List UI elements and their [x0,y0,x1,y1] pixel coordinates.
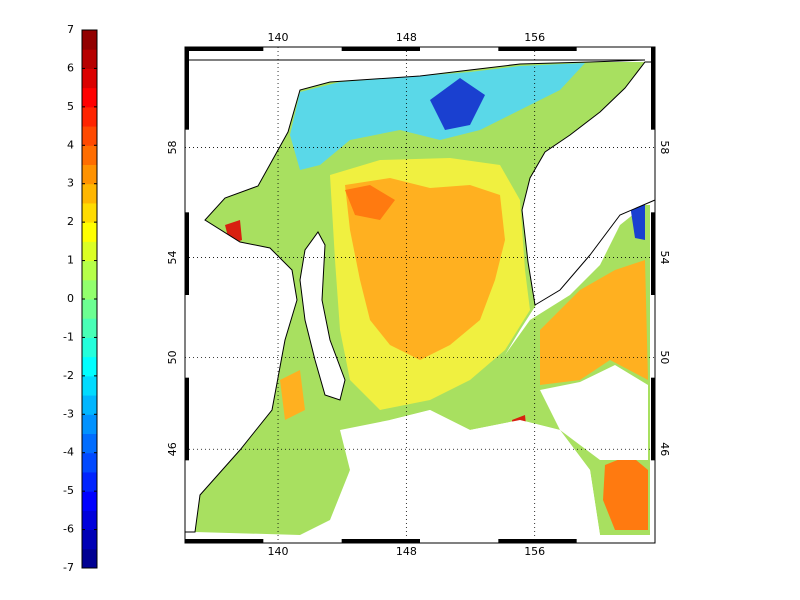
colorbar-tick-label: 1 [67,254,74,267]
cold-region [290,63,585,170]
colorbar-band [82,548,97,569]
x-tick-label-top: 156 [524,31,545,44]
colorbar-tick-label: 0 [67,292,74,305]
colorbar-band [82,452,97,473]
colorbar-tick-label: -4 [63,446,74,459]
colorbar-band [82,395,97,415]
frame-bar [498,539,577,543]
colorbar-tick-label: -7 [63,561,74,574]
colorbar-band [82,30,97,50]
frame-bar [651,377,655,461]
frame-bar [498,47,577,51]
x-tick-label-bottom: 140 [268,545,289,558]
west-coast-warm [280,370,305,420]
colorbar-band [82,202,97,223]
y-tick-label-left: 58 [166,140,179,154]
colorbar-band [82,356,97,377]
colorbar-band [82,222,97,242]
colorbar-tick-label: 5 [67,100,74,113]
colorbar-band [82,433,97,454]
colorbar-band [82,106,97,127]
frame-bar [651,212,655,295]
frame-bar [651,47,655,130]
x-tick-label-top: 148 [396,31,417,44]
colorbar-band [82,164,97,185]
y-tick-label-right: 46 [658,442,671,456]
land-sakhalin [299,231,346,401]
frame-bar [185,377,189,461]
colorbar-band [82,491,97,511]
colorbar-tick-label: -3 [63,407,74,420]
no-data [540,365,648,460]
colorbar-tick-label: 4 [67,138,74,151]
colorbar-tick-label: 3 [67,177,74,190]
colorbar-band [82,318,97,338]
frame-bar [185,212,189,295]
colorbar-tick-label: 2 [67,215,74,228]
colorbar-band [82,510,97,531]
y-tick-label-left: 46 [166,442,179,456]
colorbar: -7 -6 -5 -4 -3 -2 -1 0 1 2 3 4 5 6 7 [63,23,98,574]
hot-spot [603,455,648,530]
colorbar-tick-label: 7 [67,23,74,36]
data-field [184,59,656,543]
colorbar-band [82,529,97,550]
cold-spot [630,205,645,240]
x-tick-label-bottom: 148 [396,545,417,558]
y-tick-label-left: 54 [166,250,179,264]
hot-region [345,178,505,360]
y-tick-label-right: 58 [658,140,671,154]
frame-bar [185,47,264,51]
colorbar-tick-label: -5 [63,484,74,497]
colorbar-band [82,49,97,69]
land-west [184,59,646,533]
colorbar-band [82,126,97,146]
frame-bar [185,539,264,543]
colorbar-band [82,183,97,204]
colorbar-band [82,471,97,492]
colorbar-band [82,299,97,319]
east-warm [540,260,648,385]
colorbar-tick-label: -1 [63,330,74,343]
y-tick-label-right: 50 [658,350,671,364]
cold-spot [430,78,485,130]
frame-bar [185,47,189,130]
colorbar-band [82,375,97,396]
colorbar-band [82,87,97,108]
colorbar-band [82,279,97,300]
y-tick-label-left: 50 [166,350,179,364]
frame-bars [185,47,655,543]
y-tick-label-right: 54 [658,250,671,264]
frame-bar [341,47,420,51]
colorbar-band [82,241,97,262]
colorbar-band [82,68,97,89]
frame-bar [341,539,420,543]
colorbar-band [82,260,97,281]
land-kamchatka [521,61,656,306]
colorbar-band [82,337,97,358]
x-tick-label-top: 140 [268,31,289,44]
no-data [330,410,600,535]
colorbar-tick-label: 6 [67,61,74,74]
colorbar-band [82,414,97,434]
x-tick-label-bottom: 156 [524,545,545,558]
hot-spot [345,185,395,220]
colorbar-tick-label: -6 [63,523,74,536]
colorbar-tick-label: -2 [63,369,74,382]
colorbar-band [82,145,97,165]
